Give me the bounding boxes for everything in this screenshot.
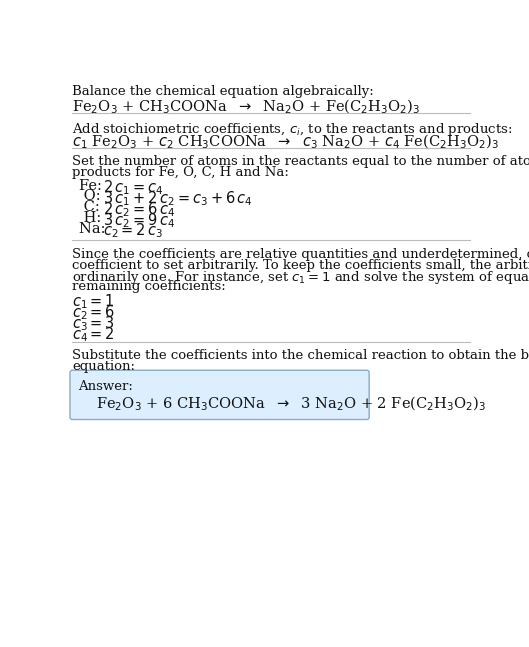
Text: $c_2 = 6$: $c_2 = 6$ [72, 303, 116, 322]
Text: products for Fe, O, C, H and Na:: products for Fe, O, C, H and Na: [72, 166, 289, 179]
Text: $3\,c_1 + 2\,c_2 = c_3 + 6\,c_4$: $3\,c_1 + 2\,c_2 = c_3 + 6\,c_4$ [103, 190, 253, 208]
Text: O:: O: [78, 190, 105, 203]
Text: Fe$_2$O$_3$ + 6 CH$_3$COONa  $\rightarrow$  3 Na$_2$O + 2 Fe(C$_2$H$_3$O$_2$)$_3: Fe$_2$O$_3$ + 6 CH$_3$COONa $\rightarrow… [96, 394, 486, 413]
Text: $2\,c_1 = c_4$: $2\,c_1 = c_4$ [103, 179, 164, 197]
Text: $2\,c_2 = 6\,c_4$: $2\,c_2 = 6\,c_4$ [103, 200, 176, 219]
Text: Since the coefficients are relative quantities and underdetermined, choose a: Since the coefficients are relative quan… [72, 248, 529, 261]
Text: Fe$_2$O$_3$ + CH$_3$COONa  $\rightarrow$  Na$_2$O + Fe(C$_2$H$_3$O$_2$)$_3$: Fe$_2$O$_3$ + CH$_3$COONa $\rightarrow$ … [72, 98, 421, 116]
Text: C:: C: [78, 200, 104, 214]
Text: remaining coefficients:: remaining coefficients: [72, 280, 226, 293]
Text: Substitute the coefficients into the chemical reaction to obtain the balanced: Substitute the coefficients into the che… [72, 349, 529, 362]
FancyBboxPatch shape [70, 370, 369, 419]
Text: $c_2 = 2\,c_3$: $c_2 = 2\,c_3$ [103, 222, 163, 240]
Text: Set the number of atoms in the reactants equal to the number of atoms in the: Set the number of atoms in the reactants… [72, 155, 529, 168]
Text: $c_1 = 1$: $c_1 = 1$ [72, 292, 115, 311]
Text: $3\,c_2 = 9\,c_4$: $3\,c_2 = 9\,c_4$ [103, 211, 176, 230]
Text: Add stoichiometric coefficients, $c_i$, to the reactants and products:: Add stoichiometric coefficients, $c_i$, … [72, 121, 513, 138]
Text: equation:: equation: [72, 360, 135, 373]
Text: ordinarily one. For instance, set $c_1 = 1$ and solve the system of equations fo: ordinarily one. For instance, set $c_1 =… [72, 269, 529, 287]
Text: Na:: Na: [78, 222, 110, 236]
Text: Balance the chemical equation algebraically:: Balance the chemical equation algebraica… [72, 85, 374, 98]
Text: H:: H: [78, 211, 105, 225]
Text: Fe:: Fe: [78, 179, 106, 193]
Text: Answer:: Answer: [78, 380, 133, 393]
Text: $c_3 = 3$: $c_3 = 3$ [72, 314, 115, 333]
Text: $c_1$ Fe$_2$O$_3$ + $c_2$ CH$_3$COONa  $\rightarrow$  $c_3$ Na$_2$O + $c_4$ Fe(C: $c_1$ Fe$_2$O$_3$ + $c_2$ CH$_3$COONa $\… [72, 132, 499, 151]
Text: coefficient to set arbitrarily. To keep the coefficients small, the arbitrary va: coefficient to set arbitrarily. To keep … [72, 259, 529, 272]
Text: $c_4 = 2$: $c_4 = 2$ [72, 325, 115, 344]
